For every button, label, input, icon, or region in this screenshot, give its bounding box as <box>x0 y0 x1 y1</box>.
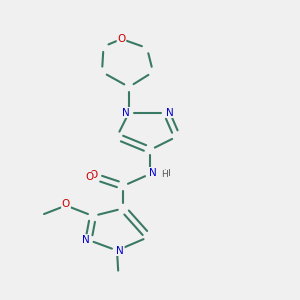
Text: O: O <box>62 199 70 209</box>
Text: N: N <box>82 235 89 245</box>
Text: N: N <box>166 107 173 118</box>
Text: H: H <box>162 170 168 179</box>
Text: N: N <box>122 107 130 118</box>
Text: O: O <box>89 170 97 181</box>
Text: N: N <box>122 107 129 118</box>
Text: N: N <box>166 107 174 118</box>
Text: O: O <box>117 34 126 44</box>
Text: N: N <box>149 168 157 178</box>
Text: N: N <box>116 245 124 256</box>
Text: N: N <box>116 245 124 256</box>
Text: H: H <box>163 169 170 178</box>
Text: O: O <box>117 34 126 44</box>
Text: N: N <box>82 235 89 245</box>
Text: O: O <box>85 172 94 182</box>
Text: N: N <box>149 167 157 178</box>
Text: O: O <box>62 199 70 209</box>
